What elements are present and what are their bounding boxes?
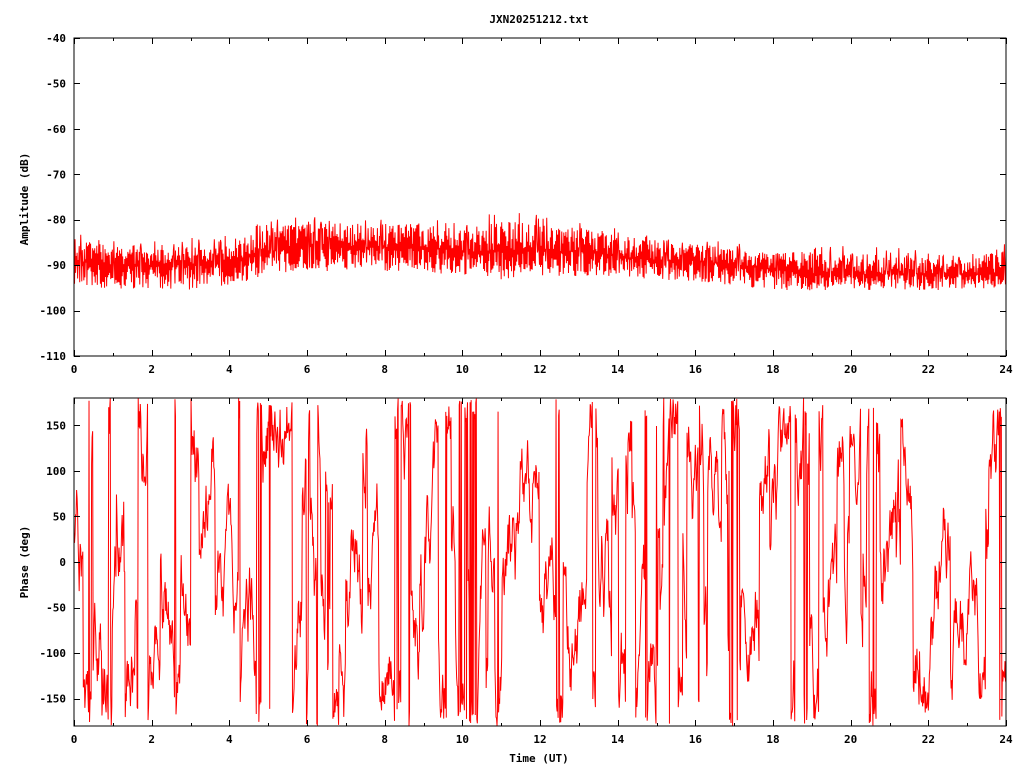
x-tick-label: 22 <box>922 733 935 746</box>
x-tick-label: 20 <box>844 733 857 746</box>
y-tick-label: 100 <box>46 465 66 478</box>
y-tick-label: -50 <box>46 77 66 90</box>
x-tick-label: 22 <box>922 363 935 376</box>
amplitude-panel: 0 2 4 6 8 10 12 14 16 18 20 22 24-40-50-60-70-80-90-… <box>18 32 1013 376</box>
x-tick-label: 6 <box>304 733 311 746</box>
amplitude-series <box>74 213 1006 291</box>
amplitude-axis-ticks: 0 2 4 6 8 10 12 14 16 18 20 22 24-40-50-60-70-80-90-… <box>40 32 1013 376</box>
y-tick-label: 50 <box>53 510 66 523</box>
x-tick-label: 14 <box>611 363 625 376</box>
x-tick-label: 8 <box>381 733 388 746</box>
y-tick-label: 0 <box>59 556 66 569</box>
x-tick-label: 16 <box>689 363 703 376</box>
x-tick-label: 18 <box>766 733 779 746</box>
y-tick-label: 150 <box>46 419 66 432</box>
x-tick-label: 2 <box>148 733 155 746</box>
amplitude-y-axis-label: Amplitude (dB) <box>18 153 31 246</box>
x-tick-label: 0 <box>71 363 78 376</box>
phase-series <box>74 398 1006 726</box>
x-tick-label: 6 <box>304 363 311 376</box>
x-tick-label: 20 <box>844 363 857 376</box>
y-tick-label: -50 <box>46 602 66 615</box>
y-tick-label: -80 <box>46 214 66 227</box>
time-x-axis-label: Time (UT) <box>509 752 569 765</box>
x-tick-label: 24 <box>999 363 1013 376</box>
y-tick-label: -110 <box>40 350 67 363</box>
chart-title: JXN20251212.txt <box>489 13 588 26</box>
amplitude-plot-frame <box>73 37 1007 357</box>
x-tick-label: 14 <box>611 733 625 746</box>
y-tick-label: -90 <box>46 259 66 272</box>
x-tick-label: 2 <box>148 363 155 376</box>
x-tick-label: 10 <box>456 363 469 376</box>
series-line <box>74 213 1006 291</box>
y-tick-label: -100 <box>40 647 67 660</box>
x-tick-label: 16 <box>689 733 703 746</box>
x-tick-label: 24 <box>999 733 1013 746</box>
phase-axis-ticks: 0 2 4 6 8 10 12 14 16 18 20 22 24150100500-50-100-15… <box>40 398 1013 746</box>
phase-panel: 0 2 4 6 8 10 12 14 16 18 20 22 24150100500-50-100-15… <box>18 397 1013 765</box>
x-tick-label: 4 <box>226 733 233 746</box>
x-tick-label: 4 <box>226 363 233 376</box>
x-tick-label: 10 <box>456 733 469 746</box>
y-tick-label: -150 <box>40 693 67 706</box>
series-line <box>74 398 1006 726</box>
y-tick-label: -40 <box>46 32 66 45</box>
y-tick-label: -70 <box>46 168 66 181</box>
y-tick-label: -100 <box>40 305 67 318</box>
x-tick-label: 12 <box>533 733 546 746</box>
y-tick-label: -60 <box>46 123 66 136</box>
x-tick-label: 0 <box>71 733 78 746</box>
phase-y-axis-label: Phase (deg) <box>18 526 31 599</box>
x-tick-label: 18 <box>766 363 779 376</box>
x-tick-label: 8 <box>381 363 388 376</box>
x-tick-label: 12 <box>533 363 546 376</box>
